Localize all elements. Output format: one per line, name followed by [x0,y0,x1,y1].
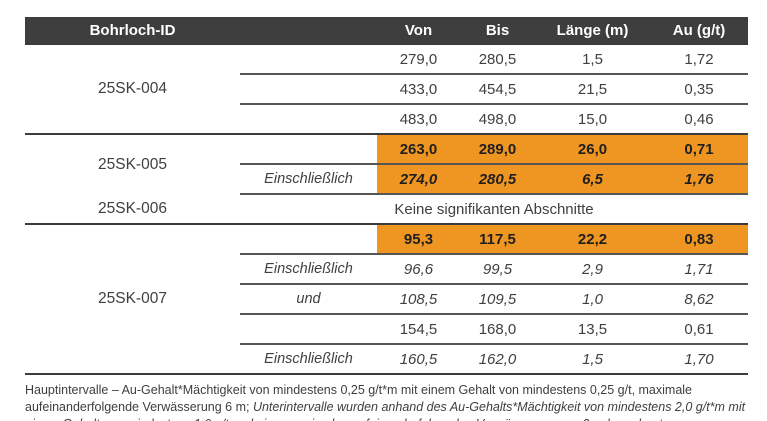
footnote-line-3: einem Gehalt von mindestens 1,0 g/t und … [25,416,748,421]
qualifier-cell [240,103,377,134]
table-row: 154,5 168,0 13,5 0,61 [25,313,748,344]
cell-von: 279,0 [377,43,460,74]
cell-au: 1,76 [650,163,748,194]
cell-von: 274,0 [377,163,460,194]
cell-au: 1,70 [650,343,748,374]
cell-von: 433,0 [377,73,460,104]
col-header-laenge: Länge (m) [535,17,650,44]
borehole-id: 25SK-005 [25,133,240,194]
footnote-line-2: aufeinanderfolgende Verwässerung 6 m; Un… [25,399,748,416]
qualifier-cell [240,133,377,164]
cell-von: 108,5 [377,283,460,314]
cell-bis: 109,5 [460,283,535,314]
header-row: Bohrloch-ID Von Bis Länge (m) Au (g/t) [25,17,748,44]
qualifier-cell: Einschließlich [240,253,377,284]
cell-au: 0,83 [650,223,748,254]
footnote-line-1: Hauptintervalle – Au-Gehalt*Mächtigkeit … [25,382,748,399]
cell-von: 95,3 [377,223,460,254]
cell-laenge: 15,0 [535,103,650,134]
cell-laenge: 2,9 [535,253,650,284]
borehole-id: 25SK-006 [98,199,167,217]
cell-laenge: 21,5 [535,73,650,104]
cell-von: 263,0 [377,133,460,164]
cell-au: 1,72 [650,43,748,74]
table-row: 25SK-004 279,0 280,5 1,5 1,72 [25,43,748,134]
qualifier-cell [240,43,377,74]
cell-bis: 162,0 [460,343,535,374]
footnote-text: aufeinanderfolgende Verwässerung 6 m; [25,400,253,414]
col-header-au: Au (g/t) [650,17,748,44]
borehole-id: 25SK-007 [25,223,240,374]
col-header-von: Von [377,17,460,44]
cell-bis: 289,0 [460,133,535,164]
cell-laenge: 1,5 [535,343,650,374]
no-intervals-cell: Keine signifikanten Abschnitte [240,193,748,224]
cell-von: 96,6 [377,253,460,284]
cell-au: 0,46 [650,103,748,134]
qualifier-cell [240,223,377,254]
cell-au: 1,71 [650,253,748,284]
drill-results-table: Bohrloch-ID Von Bis Länge (m) Au (g/t) 2… [25,17,748,375]
col-header-bohrloch-id: Bohrloch-ID [25,17,240,44]
footnote-text-italic: einem Gehalt von mindestens 1,0 g/t und … [25,417,666,421]
table-row: Einschließlich 160,5 162,0 1,5 1,70 [25,343,748,374]
cell-bis: 498,0 [460,103,535,134]
cell-laenge: 26,0 [535,133,650,164]
qualifier-cell [240,313,377,344]
table-row-highlighted: 25SK-005 263,0 289,0 26,0 0,71 [25,133,748,194]
table-row-highlighted: Einschließlich 274,0 280,5 6,5 1,76 [25,163,748,194]
table-row: 483,0 498,0 15,0 0,46 [25,103,748,134]
cell-von: 160,5 [377,343,460,374]
cell-bis: 454,5 [460,73,535,104]
qualifier-cell: und [240,283,377,314]
cell-bis: 117,5 [460,223,535,254]
table-row: Einschließlich 96,6 99,5 2,9 1,71 [25,253,748,284]
cell-laenge: 1,0 [535,283,650,314]
cell-laenge: 13,5 [535,313,650,344]
cell-von: 483,0 [377,103,460,134]
cell-bis: 280,5 [460,43,535,74]
cell-von: 154,5 [377,313,460,344]
footnote-text: Hauptintervalle – Au-Gehalt*Mächtigkeit … [25,383,693,397]
col-header-spacer [240,17,377,44]
cell-au: 0,61 [650,313,748,344]
cell-laenge: 1,5 [535,43,650,74]
cell-laenge: 22,2 [535,223,650,254]
table-row: 25SK-006 Keine signifikanten Abschnitte [25,193,748,224]
table-row: und 108,5 109,5 1,0 8,62 [25,283,748,314]
cell-bis: 99,5 [460,253,535,284]
qualifier-cell: Einschließlich [240,343,377,374]
cell-au: 8,62 [650,283,748,314]
table-row: 433,0 454,5 21,5 0,35 [25,73,748,104]
cell-au: 0,35 [650,73,748,104]
col-header-bis: Bis [460,17,535,44]
qualifier-cell [240,73,377,104]
table-row-highlighted: 25SK-007 95,3 117,5 22,2 0,83 [25,223,748,374]
qualifier-cell: Einschließlich [240,163,377,194]
footnote: Hauptintervalle – Au-Gehalt*Mächtigkeit … [25,382,748,421]
footnote-text-italic: Unterintervalle wurden anhand des Au-Geh… [252,400,746,414]
cell-au: 0,71 [650,133,748,164]
cell-bis: 168,0 [460,313,535,344]
cell-bis: 280,5 [460,163,535,194]
cell-laenge: 6,5 [535,163,650,194]
borehole-id: 25SK-004 [25,43,240,134]
